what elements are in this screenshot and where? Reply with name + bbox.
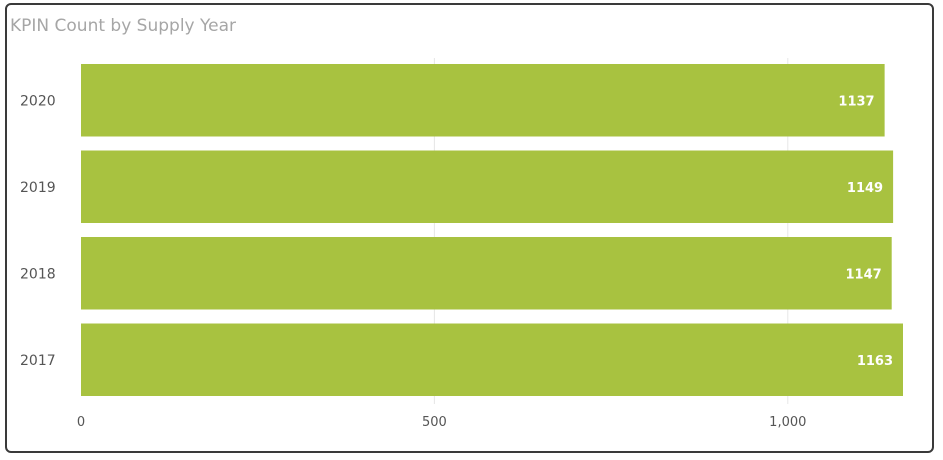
data-label-2018: 1147 [846, 267, 882, 282]
category-label-2017: 2017 [20, 353, 56, 369]
x-tick-label-0: 0 [77, 415, 85, 430]
data-label-2020: 1137 [838, 94, 874, 109]
x-tick-label-2: 1,000 [769, 415, 806, 430]
x-tick-label-1: 500 [422, 415, 447, 430]
chart-title: KPIN Count by Supply Year [10, 16, 237, 36]
x-axis-ticks: 0 500 1,000 [77, 415, 807, 430]
bar-2017[interactable] [81, 323, 903, 397]
category-label-2018: 2018 [20, 266, 56, 282]
bar-2018[interactable] [81, 237, 892, 310]
data-label-2017: 1163 [857, 354, 893, 369]
category-labels: 2020 2019 2018 2017 [20, 93, 56, 369]
bars: 1137 1149 1147 1163 [81, 64, 903, 396]
bar-2020[interactable] [81, 64, 885, 137]
data-label-2019: 1149 [847, 181, 883, 196]
category-label-2020: 2020 [20, 93, 56, 109]
category-label-2019: 2019 [20, 180, 56, 196]
bar-2019[interactable] [81, 150, 894, 224]
